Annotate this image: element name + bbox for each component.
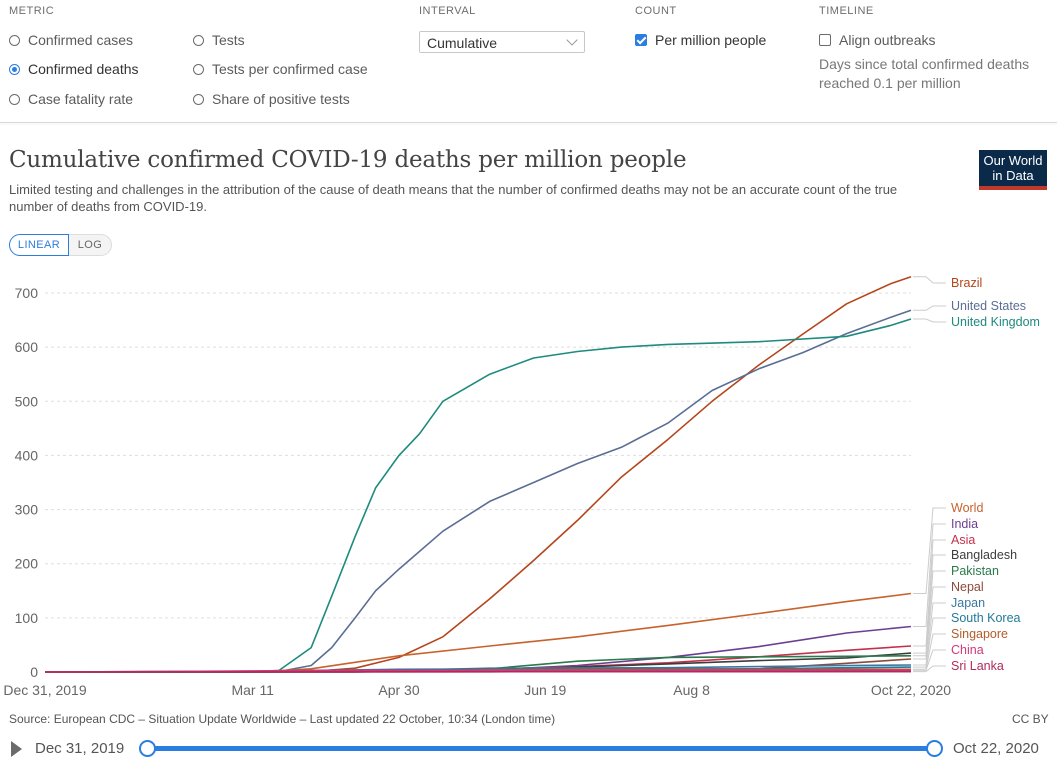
chevron-down-icon: [566, 34, 578, 46]
x-tick-label: Jun 19: [524, 682, 566, 698]
label-connector: [913, 554, 946, 654]
series-label: Asia: [951, 533, 975, 547]
series-label: Japan: [951, 596, 985, 610]
label-connector: [913, 570, 946, 657]
timeline-end-date: Oct 22, 2020: [953, 740, 1039, 757]
label-connector: [913, 649, 946, 671]
logo-line2: in Data: [992, 168, 1034, 183]
y-tick-label: 0: [30, 664, 38, 680]
radio-label: Tests per confirmed case: [212, 61, 368, 77]
label-connector: [913, 602, 946, 666]
x-tick-label: Dec 31, 2019: [3, 682, 86, 698]
timeline-end-handle[interactable]: [926, 740, 943, 757]
series-label: China: [951, 643, 984, 657]
timeline-heading: TIMELINE: [819, 5, 874, 17]
radio-label: Tests: [212, 32, 245, 48]
source-note: Source: European CDC – Situation Update …: [9, 712, 556, 726]
chart-subtitle: Limited testing and challenges in the at…: [9, 182, 898, 214]
label-connector: [913, 305, 946, 311]
series-label: United States: [951, 299, 1026, 313]
x-tick-label: Oct 22, 2020: [871, 682, 951, 698]
label-connector: [913, 539, 946, 647]
timeline-start-handle[interactable]: [139, 740, 156, 757]
radio-off-icon: [9, 93, 20, 105]
checkbox-unchecked-icon: [819, 34, 831, 46]
checkbox-label: Align outbreaks: [839, 32, 936, 48]
logo-line1: Our World: [983, 153, 1043, 168]
radio-off-icon: [9, 34, 20, 46]
radio-off-icon: [193, 63, 204, 75]
label-connector: [913, 665, 946, 673]
series-label: Sri Lanka: [951, 659, 1004, 673]
y-tick-label: 300: [15, 502, 39, 518]
series-line-india: [44, 625, 912, 673]
series-label: United Kingdom: [951, 315, 1040, 329]
line-chart: 0 100 200 300 400 500 600 700 Dec 31, 2019 Mar 11…: [3, 276, 1040, 698]
y-tick-label: 400: [15, 447, 39, 463]
series-label: World: [951, 501, 983, 515]
play-icon[interactable]: [11, 741, 22, 757]
y-tick-label: 500: [15, 393, 39, 409]
radio-on-icon: [9, 63, 20, 75]
timeline-track[interactable]: [148, 746, 935, 751]
radio-label: Share of positive tests: [212, 91, 350, 107]
radio-tests[interactable]: Tests: [193, 32, 245, 48]
series-label: Nepal: [951, 580, 984, 594]
timeline-start-date: Dec 31, 2019: [35, 740, 125, 757]
y-tick-label: 100: [15, 610, 39, 626]
series-label: Pakistan: [951, 564, 999, 578]
series-label: India: [951, 517, 978, 531]
radio-off-icon: [193, 34, 204, 46]
radio-off-icon: [193, 93, 204, 105]
label-connector: [913, 586, 946, 660]
y-tick-label: 600: [15, 339, 39, 355]
x-tick-label: Aug 8: [673, 682, 710, 698]
interval-select[interactable]: Cumulative: [419, 31, 585, 53]
label-connector: [913, 507, 946, 594]
radio-label: Confirmed deaths: [28, 61, 139, 77]
label-connector: [913, 523, 946, 627]
label-connector: [913, 318, 946, 323]
series-label: Brazil: [951, 276, 982, 290]
x-tick-label: Apr 30: [378, 682, 419, 698]
count-heading: COUNT: [635, 5, 677, 17]
y-tick-label: 200: [15, 556, 39, 572]
per-million-checkbox[interactable]: Per million people: [635, 32, 766, 48]
checkbox-checked-icon: [635, 34, 647, 46]
log-scale-button[interactable]: LOG: [69, 234, 112, 256]
series-label: Bangladesh: [951, 548, 1017, 562]
label-connector: [913, 633, 946, 670]
series-line-brazil: [45, 276, 912, 673]
owid-logo[interactable]: Our World in Data: [979, 150, 1047, 190]
radio-tests-per-case[interactable]: Tests per confirmed case: [193, 61, 368, 77]
radio-case-fatality-rate[interactable]: Case fatality rate: [9, 91, 133, 107]
interval-value: Cumulative: [427, 35, 498, 51]
divider: [0, 122, 1057, 123]
radio-confirmed-cases[interactable]: Confirmed cases: [9, 32, 133, 48]
series-line-united-states: [45, 309, 912, 673]
x-tick-label: Mar 11: [231, 682, 274, 698]
y-tick-label: 700: [15, 285, 39, 301]
interval-heading: INTERVAL: [419, 5, 476, 17]
metric-heading: METRIC: [9, 5, 55, 17]
align-note: Days since total confirmed deaths reache…: [819, 56, 1030, 91]
label-connector: [913, 617, 946, 668]
linear-scale-button[interactable]: LINEAR: [9, 234, 69, 256]
radio-share-positive[interactable]: Share of positive tests: [193, 91, 350, 107]
series-label: South Korea: [951, 611, 1021, 625]
series-label: Singapore: [951, 627, 1008, 641]
align-outbreaks-checkbox[interactable]: Align outbreaks: [819, 32, 936, 48]
chart-title: Cumulative confirmed COVID-19 deaths per…: [9, 147, 687, 173]
checkbox-label: Per million people: [655, 32, 767, 48]
radio-label: Case fatality rate: [28, 91, 134, 107]
series-line-united-kingdom: [45, 318, 912, 673]
license-link[interactable]: CC BY: [1012, 712, 1049, 726]
radio-label: Confirmed cases: [28, 32, 134, 48]
radio-confirmed-deaths[interactable]: Confirmed deaths: [9, 61, 139, 77]
label-connector: [913, 276, 946, 284]
